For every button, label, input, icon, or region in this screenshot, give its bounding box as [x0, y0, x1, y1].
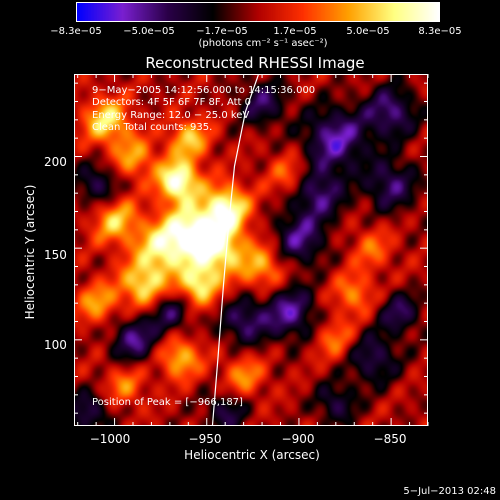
colorbar-tick-label: 8.3e−05	[418, 26, 462, 37]
x-tick-label: −950	[188, 432, 222, 446]
x-tick-label: −1000	[89, 432, 131, 446]
y-tick-label: 150	[44, 248, 67, 262]
colorbar-tick-label: 5.0e−05	[346, 26, 390, 37]
timestamp: 5−Jul−2013 02:48	[403, 486, 496, 497]
colorbar	[76, 2, 440, 22]
annotation-time-range: 9−May−2005 14:12:56.000 to 14:15:36.000	[92, 85, 316, 96]
x-axis-label: Heliocentric X (arcsec)	[184, 448, 320, 462]
y-tick-label: 100	[44, 338, 67, 352]
annotation-clean-counts: Clean Total counts: 935.	[92, 122, 213, 133]
y-axis-label: Heliocentric Y (arcsec)	[23, 184, 37, 320]
x-tick-label: −900	[281, 432, 315, 446]
solar-limb-overlay	[211, 75, 259, 425]
annotation-energy-range: Energy Range: 12.0 − 25.0 keV	[92, 110, 250, 121]
heatmap-image	[75, 75, 427, 425]
plot-area	[74, 74, 428, 426]
colorbar-tick-label: −1.7e−05	[196, 26, 248, 37]
annotation-peak-position: Position of Peak = [−966,187]	[92, 397, 243, 408]
annotation-detectors: Detectors: 4F 5F 6F 7F 8F, Att 0	[92, 97, 252, 108]
y-tick-label: 200	[44, 155, 67, 169]
chart-title: Reconstructed RHESSI Image	[145, 54, 365, 72]
colorbar-units: (photons cm⁻² s⁻¹ asec⁻²)	[198, 38, 328, 49]
colorbar-tick-label: −5.0e−05	[123, 26, 175, 37]
x-tick-label: −850	[373, 432, 407, 446]
colorbar-tick-label: 1.7e−05	[273, 26, 317, 37]
colorbar-tick-label: −8.3e−05	[50, 26, 102, 37]
solar-limb-curve	[211, 75, 259, 425]
